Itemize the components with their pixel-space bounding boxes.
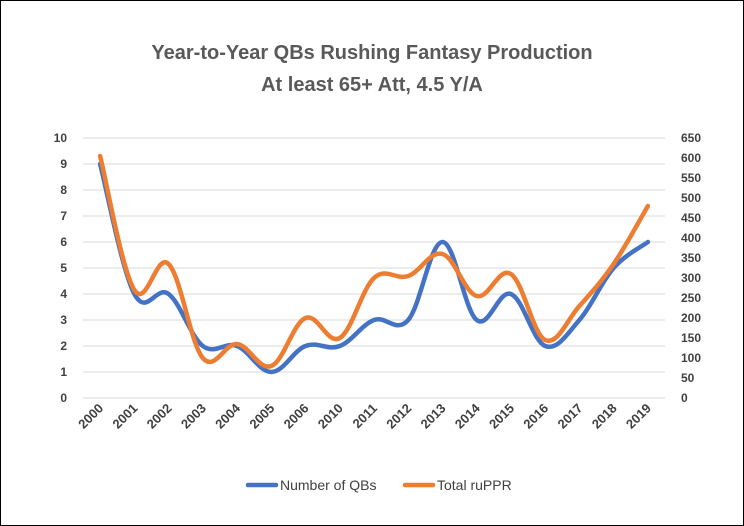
- x-tick-label: 2010: [315, 401, 346, 432]
- x-tick-label: 2018: [589, 401, 620, 432]
- left-y-tick-label: 10: [54, 131, 68, 145]
- left-y-tick-label: 5: [60, 261, 67, 275]
- x-tick-label: 2000: [75, 401, 106, 432]
- x-axis: 2000 2001 2002 2003 2004 2005 2006 2010 2011 2012…: [75, 400, 654, 432]
- x-tick-label: 2011: [350, 401, 381, 432]
- x-tick-label: 2004: [212, 400, 244, 432]
- series-line-total-ruppr: [97, 153, 651, 369]
- right-y-axis: 0 50 100 150 200 250 300 350 400 450 500 550 600 650: [681, 131, 701, 405]
- series-lines: [97, 153, 651, 375]
- x-tick-label: 2006: [281, 401, 312, 432]
- right-y-tick-label: 450: [681, 211, 701, 225]
- left-y-tick-label: 9: [60, 157, 67, 171]
- x-tick-label: 2015: [486, 401, 517, 432]
- legend: Number of QBs Total ruPPR: [245, 477, 512, 493]
- series-line-number-of-qbs: [97, 161, 651, 375]
- left-y-axis: 0 1 2 3 4 5 6 7 8 9 10: [54, 131, 68, 405]
- chart-subtitle: At least 65+ Att, 4.5 Y/A: [261, 74, 483, 96]
- left-y-tick-label: 7: [60, 209, 67, 223]
- x-tick-label: 2012: [383, 401, 414, 432]
- right-y-tick-label: 400: [681, 231, 701, 245]
- x-tick-label: 2019: [623, 401, 654, 432]
- x-tick-label: 2001: [109, 401, 140, 432]
- x-tick-label: 2017: [554, 401, 585, 432]
- right-y-tick-label: 100: [681, 351, 701, 365]
- left-y-tick-label: 3: [60, 313, 67, 327]
- right-y-tick-label: 50: [681, 371, 695, 385]
- right-y-tick-label: 300: [681, 271, 701, 285]
- left-y-tick-label: 8: [60, 183, 67, 197]
- x-tick-label: 2003: [178, 401, 209, 432]
- left-y-tick-label: 2: [60, 339, 67, 353]
- right-y-tick-label: 250: [681, 291, 701, 305]
- chart-title: Year-to-Year QBs Rushing Fantasy Product…: [151, 42, 592, 64]
- x-tick-label: 2013: [418, 401, 449, 432]
- right-y-tick-label: 200: [681, 311, 701, 325]
- left-y-tick-label: 6: [60, 235, 67, 249]
- right-y-tick-label: 0: [681, 391, 688, 405]
- left-y-tick-label: 1: [60, 365, 67, 379]
- x-tick-label: 2014: [452, 400, 484, 432]
- x-tick-label: 2016: [520, 401, 551, 432]
- right-y-tick-label: 500: [681, 191, 701, 205]
- legend-label-number-of-qbs: Number of QBs: [280, 477, 376, 493]
- x-tick-label: 2005: [246, 401, 277, 432]
- gridlines: [83, 137, 665, 399]
- x-tick-label: 2002: [144, 401, 175, 432]
- right-y-tick-label: 650: [681, 131, 701, 145]
- right-y-tick-label: 550: [681, 171, 701, 185]
- legend-label-total-ruppr: Total ruPPR: [437, 477, 512, 493]
- right-y-tick-label: 150: [681, 331, 701, 345]
- right-y-tick-label: 600: [681, 151, 701, 165]
- left-y-tick-label: 4: [60, 287, 67, 301]
- left-y-tick-label: 0: [60, 391, 67, 405]
- right-y-tick-label: 350: [681, 251, 701, 265]
